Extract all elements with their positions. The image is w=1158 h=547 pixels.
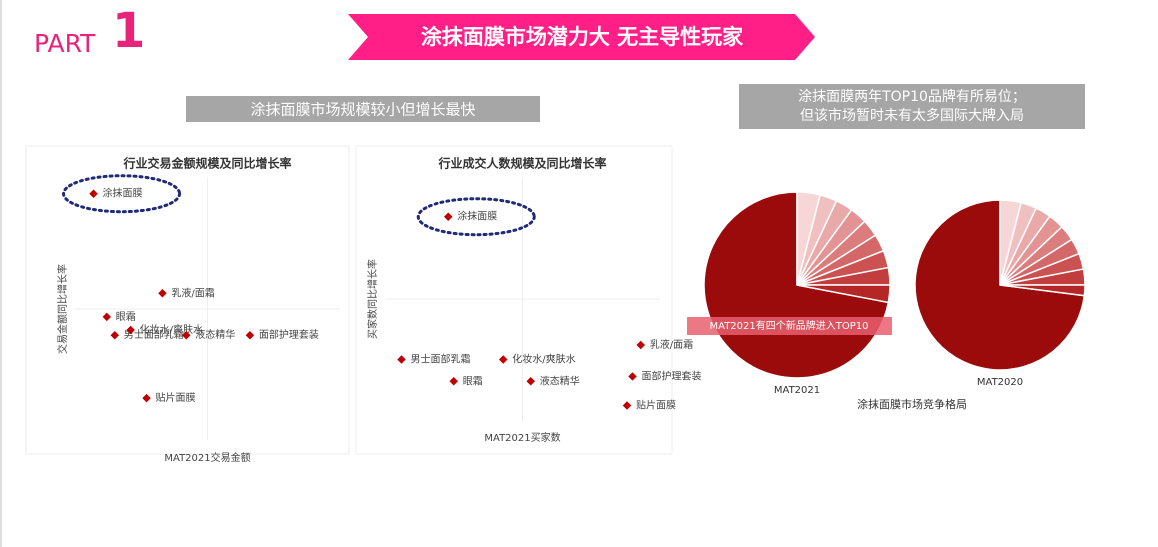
- point: [89, 189, 98, 198]
- point-label: 面部护理套装: [642, 369, 702, 382]
- part-label: PART: [34, 29, 96, 58]
- chart-panel: [355, 145, 673, 455]
- point: [110, 330, 119, 340]
- point: [444, 212, 453, 221]
- point-label: 化妆水/爽肤水: [512, 353, 575, 366]
- highlight-ring: [416, 197, 536, 237]
- point-label: 男士面部乳霜: [124, 328, 184, 341]
- pie-label: MAT2021: [774, 385, 820, 396]
- point: [636, 340, 645, 350]
- right-heading: 涂抹面膜两年TOP10品牌有所易位；: [798, 88, 1026, 105]
- pie-slice: [796, 284, 891, 304]
- point-label: 眼霜: [116, 311, 136, 323]
- point-label: 化妆水/爽肤水: [140, 323, 203, 336]
- left-heading: 涂抹面膜市场规模较小但增长最快: [250, 101, 475, 119]
- chart-panel: [25, 145, 350, 455]
- point-label: 眼霜: [463, 375, 483, 387]
- heading-box: [739, 84, 1085, 129]
- point-label: 面部护理套装: [259, 328, 319, 341]
- point: [628, 372, 637, 381]
- pie-slice: [999, 284, 1086, 297]
- point-label: 贴片面膜: [156, 391, 196, 404]
- point: [245, 330, 255, 340]
- chart-title: 行业成交人数规模及同比增长率: [437, 156, 606, 171]
- point: [102, 312, 112, 322]
- right-heading: 但该市场暂时未有太多国际大牌入局: [800, 107, 1024, 124]
- y-axis-label: 交易金额同比增长率: [56, 264, 69, 354]
- highlight-ring: [62, 174, 182, 214]
- point-label: 液态精华: [195, 328, 235, 341]
- point-label: 涂抹面膜: [103, 187, 143, 200]
- x-axis-label: MAT2021买家数: [484, 431, 560, 444]
- point-label: 贴片面膜: [636, 398, 676, 411]
- annotation: MAT2021有四个新品牌进入TOP10: [710, 319, 869, 332]
- point-label: 乳液/面霜: [650, 338, 693, 351]
- point-label: 乳液/面霜: [171, 286, 214, 299]
- pie-label: MAT2020: [977, 377, 1023, 388]
- point: [182, 330, 191, 340]
- point-label: 涂抹面膜: [457, 210, 497, 223]
- slide-title: 涂抹面膜市场潜力大 无主导性玩家: [421, 25, 744, 49]
- point: [449, 377, 458, 386]
- y-axis-label: 买家数同比增长率: [366, 259, 379, 339]
- point-label: 男士面部乳霜: [411, 353, 471, 366]
- chart-title: 行业交易金额规模及同比增长率: [122, 156, 291, 171]
- point: [526, 377, 535, 386]
- pie-caption: 涂抹面膜市场竞争格局: [857, 397, 967, 411]
- point: [622, 401, 632, 410]
- point-label: 液态精华: [540, 374, 580, 387]
- point: [158, 289, 167, 298]
- point: [126, 325, 135, 335]
- part-number: 1: [112, 3, 145, 59]
- point: [397, 355, 406, 364]
- point: [142, 393, 151, 403]
- annotation-box: [687, 317, 892, 335]
- heading-box: [186, 96, 540, 122]
- x-axis-label: MAT2021交易金额: [164, 451, 250, 464]
- title-banner: [348, 14, 815, 60]
- point: [499, 355, 508, 364]
